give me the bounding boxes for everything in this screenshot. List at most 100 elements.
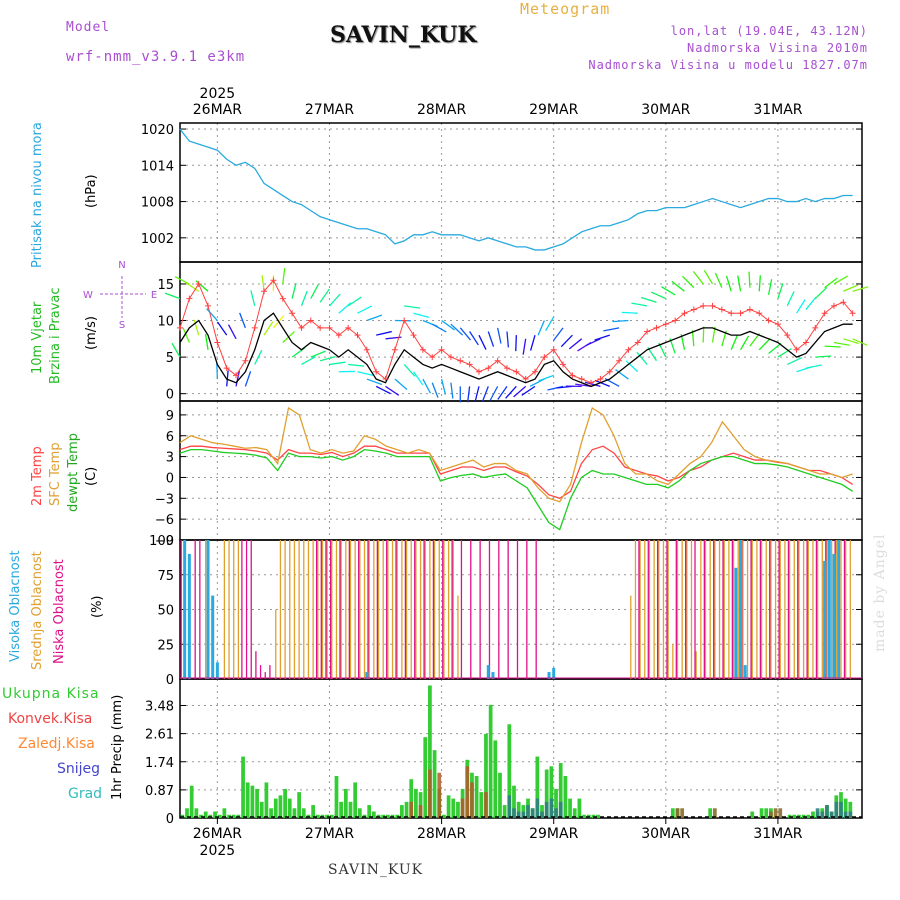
wind-gust-marker bbox=[625, 346, 632, 353]
wind-gust-marker bbox=[830, 302, 837, 309]
wind-gust-marker bbox=[578, 376, 585, 383]
total-precip-bar bbox=[222, 808, 227, 818]
wind-arrow bbox=[749, 332, 761, 347]
wind-gust-marker bbox=[616, 357, 623, 364]
wind-arrow bbox=[682, 275, 695, 289]
y-tick-label: 25 bbox=[157, 638, 174, 653]
wind-arrow bbox=[487, 331, 495, 347]
wind-arrow bbox=[310, 350, 326, 358]
wind-arrow bbox=[777, 348, 792, 358]
wind-gust-marker bbox=[298, 324, 305, 331]
wind-arrow bbox=[661, 286, 676, 296]
wind-arrow bbox=[852, 338, 868, 346]
high-cloud-bar bbox=[743, 665, 747, 679]
wind-gust-marker bbox=[419, 346, 426, 353]
snow-precip-bar bbox=[549, 798, 554, 818]
snow-precip-bar bbox=[516, 811, 521, 818]
wind-arrow bbox=[585, 338, 601, 347]
high-cloud-bar bbox=[215, 662, 219, 679]
total-precip-bar bbox=[273, 798, 278, 818]
footer-station: SAVIN_KUK bbox=[328, 862, 424, 878]
total-precip-bar bbox=[456, 801, 460, 818]
compass-letter-S: S bbox=[119, 320, 125, 331]
wind-gust-marker bbox=[597, 376, 604, 383]
wind-arrow bbox=[796, 299, 806, 314]
y-tick-label: 5 bbox=[166, 351, 174, 366]
wind-arrow bbox=[254, 349, 263, 365]
total-precip-bar bbox=[806, 814, 811, 818]
total-precip-bar bbox=[409, 779, 414, 818]
convective-precip-bar bbox=[465, 766, 470, 818]
total-precip-bar bbox=[287, 798, 292, 818]
wind-arrow bbox=[300, 290, 308, 307]
wind-arrow bbox=[204, 333, 209, 350]
total-precip-bar bbox=[301, 808, 306, 818]
model-name: wrf-nmm_v3.9.1 e3km bbox=[66, 49, 246, 65]
wind-arrow bbox=[319, 288, 330, 303]
temp2m-line bbox=[179, 445, 854, 500]
total-precip-bar bbox=[558, 763, 563, 818]
y-tick-label: 2.61 bbox=[145, 728, 174, 743]
total-precip-bar bbox=[596, 814, 600, 818]
wind-gust-marker bbox=[784, 332, 791, 339]
total-precip-bar bbox=[507, 724, 512, 818]
wind-arrow bbox=[338, 302, 352, 314]
snow-precip-bar bbox=[554, 808, 558, 818]
wind-gust-marker bbox=[774, 321, 781, 328]
total-precip-bar bbox=[750, 811, 755, 818]
total-precip-bar bbox=[414, 788, 418, 818]
wind-gust-marker bbox=[644, 328, 651, 335]
total-precip-bar bbox=[189, 785, 194, 818]
wind-arrow bbox=[467, 386, 471, 403]
wind-gust-marker bbox=[251, 324, 258, 331]
wind-arrow bbox=[348, 363, 365, 367]
total-precip-bar bbox=[512, 785, 516, 818]
wind-gust-marker bbox=[746, 306, 753, 313]
total-precip-bar bbox=[670, 808, 675, 818]
date-label-bottom: 28MAR bbox=[417, 826, 466, 842]
wind-arrow bbox=[206, 308, 218, 321]
wind-arrow bbox=[431, 382, 439, 398]
wind-arrow bbox=[376, 330, 392, 336]
wind-arrow bbox=[714, 272, 723, 288]
wind-arrow bbox=[328, 293, 341, 307]
total-precip-bar bbox=[563, 775, 568, 818]
total-precip-bar bbox=[311, 805, 315, 818]
total-precip-bar bbox=[811, 811, 815, 818]
wind-gust-marker bbox=[513, 368, 520, 375]
snow-precip-bar bbox=[834, 801, 839, 818]
high-cloud-bar bbox=[827, 540, 831, 679]
total-precip-bar bbox=[334, 775, 339, 818]
y-tick-label: 1020 bbox=[141, 123, 174, 138]
sfc-temp-line bbox=[179, 406, 853, 503]
wind-arrow bbox=[730, 334, 739, 351]
wind-arrow bbox=[347, 296, 362, 307]
total-precip-bar bbox=[708, 808, 713, 818]
high-cloud-bar bbox=[552, 667, 556, 679]
wind-gust-marker bbox=[840, 299, 847, 306]
high-cloud-bar bbox=[491, 672, 495, 679]
year-label-bottom: 2025 bbox=[200, 843, 236, 859]
snow-precip-bar bbox=[675, 808, 680, 818]
wind-gust-line bbox=[179, 279, 854, 384]
wind-arrow bbox=[640, 296, 657, 303]
total-precip-bar bbox=[843, 798, 848, 818]
wind-gust-marker bbox=[475, 368, 482, 375]
date-label-top: 29MAR bbox=[529, 102, 578, 118]
wind-arrow bbox=[250, 290, 256, 307]
wind-gust-marker bbox=[410, 332, 417, 339]
snow-precip-bar bbox=[526, 805, 530, 818]
total-precip-bar bbox=[357, 808, 362, 818]
wind-arrow bbox=[403, 363, 416, 377]
date-label-top: 28MAR bbox=[417, 102, 466, 118]
snow-precip-bar bbox=[530, 808, 535, 818]
total-precip-bar bbox=[231, 814, 236, 818]
wind-gust-marker bbox=[681, 310, 688, 317]
wind-gust-marker bbox=[186, 295, 193, 302]
wind-arrow bbox=[469, 331, 479, 346]
wind-arrow bbox=[366, 378, 383, 386]
total-precip-bar bbox=[516, 801, 521, 818]
wind-arrow bbox=[235, 370, 241, 387]
wind-arrow bbox=[815, 355, 832, 358]
wind-arrow bbox=[310, 284, 319, 299]
